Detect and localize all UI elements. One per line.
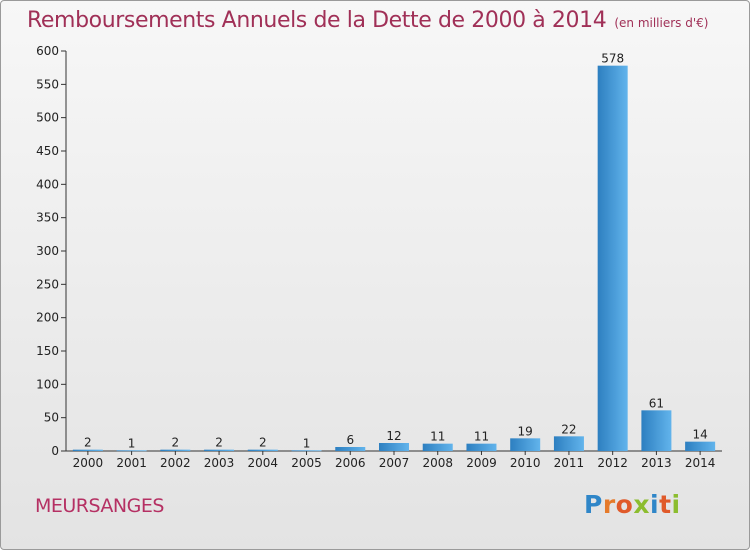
bar: [553, 436, 584, 451]
bar: [597, 65, 628, 452]
bar: [160, 449, 191, 451]
x-tick-label: 2014: [685, 456, 716, 470]
data-label: 22: [561, 422, 576, 436]
y-tick-label: 450: [36, 144, 59, 158]
proxiti-logo: Proxiti: [584, 490, 681, 519]
x-tick-label: 2011: [554, 456, 585, 470]
x-tick-label: 2013: [641, 456, 672, 470]
bar: [379, 443, 409, 451]
y-tick-label: 100: [36, 377, 59, 391]
y-tick-label: 150: [36, 344, 59, 358]
bar: [510, 438, 541, 451]
bar: [291, 450, 322, 452]
x-tick-label: 2010: [510, 456, 541, 470]
y-tick-label: 250: [36, 277, 59, 291]
x-tick-label: 2003: [204, 456, 235, 470]
chart-title-text: Remboursements Annuels de la Dette de 20…: [27, 8, 607, 33]
y-tick-label: 300: [36, 244, 59, 258]
data-label: 6: [346, 433, 354, 447]
y-tick-label: 550: [36, 77, 59, 91]
logo-letter: P: [584, 490, 603, 519]
y-tick-label: 500: [36, 111, 59, 125]
data-label: 578: [601, 52, 624, 66]
x-tick-label: 2005: [291, 456, 322, 470]
data-label: 11: [430, 430, 445, 444]
y-tick-label: 600: [36, 44, 59, 58]
x-tick-label: 2008: [422, 456, 453, 470]
x-tick-label: 2009: [466, 456, 497, 470]
logo-letter: r: [602, 490, 616, 519]
bar: [641, 410, 672, 451]
data-label: 14: [692, 428, 707, 442]
x-tick-label: 2006: [335, 456, 366, 470]
y-tick-label: 0: [51, 444, 59, 458]
x-tick-label: 2000: [73, 456, 104, 470]
x-tick-label: 2004: [248, 456, 279, 470]
bar: [335, 447, 366, 451]
bar: [204, 449, 235, 451]
data-label: 2: [215, 436, 223, 450]
chart-title: Remboursements Annuels de la Dette de 20…: [27, 8, 708, 33]
bar: [466, 443, 497, 451]
bar: [72, 449, 103, 451]
data-label: 2: [259, 436, 267, 450]
y-tick-label: 50: [44, 411, 59, 425]
data-label: 11: [474, 430, 489, 444]
y-tick-label: 400: [36, 177, 59, 191]
y-tick-label: 200: [36, 311, 59, 325]
logo-letter: i: [650, 490, 660, 519]
y-tick-label: 350: [36, 211, 59, 225]
bar: [685, 441, 716, 451]
commune-name: MEURSANGES: [35, 495, 164, 517]
data-label: 12: [386, 429, 401, 443]
data-label: 61: [649, 396, 664, 410]
data-label: 1: [128, 436, 136, 450]
bar: [422, 443, 453, 451]
bar: [116, 450, 147, 452]
data-label: 2: [84, 436, 92, 450]
unit-note: (en milliers d'€): [614, 16, 709, 30]
bar: [247, 449, 278, 451]
x-tick-label: 2012: [597, 456, 628, 470]
data-label: 2: [172, 436, 180, 450]
data-label: 1: [303, 436, 311, 450]
x-tick-label: 2002: [160, 456, 191, 470]
logo-letter: x: [633, 490, 650, 519]
logo-letter: t: [659, 490, 672, 519]
data-label: 19: [518, 424, 533, 438]
logo-letter: o: [615, 490, 634, 519]
x-tick-label: 2001: [116, 456, 147, 470]
x-tick-label: 2007: [379, 456, 410, 470]
logo-letter: i: [671, 490, 681, 519]
